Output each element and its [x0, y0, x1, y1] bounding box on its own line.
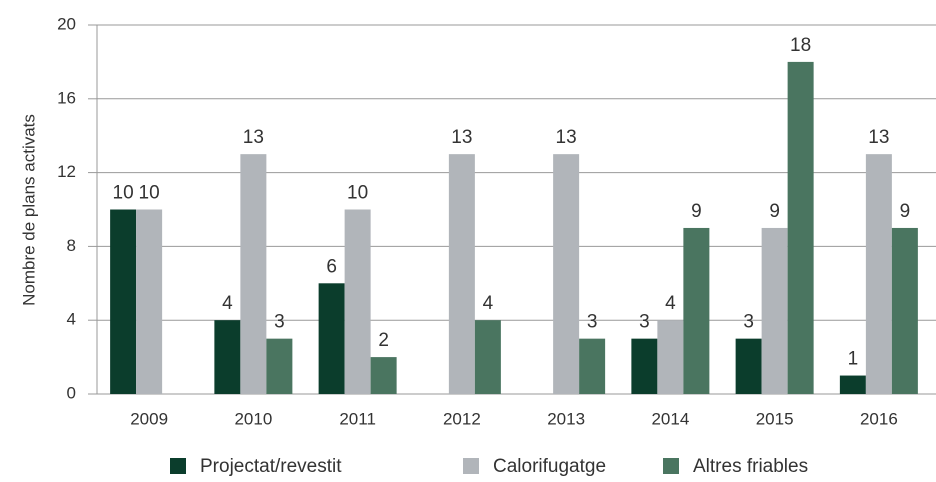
y-tick-label: 12 [57, 162, 76, 181]
legend-swatch [463, 458, 479, 474]
data-label: 3 [274, 312, 285, 333]
bar [761, 227, 788, 394]
data-label: 3 [743, 312, 754, 333]
legend-label: Calorifugatge [493, 456, 606, 477]
data-label: 13 [243, 127, 264, 148]
x-tick-label: 2011 [339, 409, 376, 428]
legend-swatch [663, 458, 679, 474]
data-label: 10 [113, 183, 134, 204]
x-tick-label: 2014 [651, 409, 689, 428]
data-label: 9 [769, 201, 780, 222]
x-tick-label: 2012 [443, 409, 481, 428]
legend-label: Altres friables [693, 456, 808, 477]
bar [344, 209, 371, 394]
legend-label: Projectat/revestit [200, 456, 342, 477]
x-tick-label: 2009 [130, 409, 168, 428]
bar [631, 338, 658, 394]
bar [136, 209, 163, 394]
data-label: 18 [790, 35, 811, 56]
y-axis-label: Nombre de plans activats [19, 114, 38, 306]
bar [318, 283, 345, 394]
data-label: 4 [483, 293, 494, 314]
x-tick-label: 2010 [234, 409, 272, 428]
bar [110, 209, 137, 394]
bar [448, 154, 475, 394]
data-label: 2 [378, 330, 389, 351]
bar [474, 320, 501, 394]
bar [240, 154, 267, 394]
y-tick-label: 4 [67, 310, 76, 329]
data-label: 4 [665, 293, 676, 314]
bar [370, 357, 397, 394]
y-tick-label: 8 [67, 236, 76, 255]
data-label: 13 [556, 127, 577, 148]
x-tick-label: 2015 [756, 409, 794, 428]
y-tick-label: 0 [67, 383, 76, 402]
bar [891, 227, 918, 394]
data-label: 13 [451, 127, 472, 148]
bar [735, 338, 762, 394]
bar [657, 320, 684, 394]
y-tick-label: 20 [57, 14, 76, 33]
x-tick-label: 2013 [547, 409, 585, 428]
bar [214, 320, 241, 394]
legend-swatch [170, 458, 186, 474]
x-tick-label: 2016 [860, 409, 898, 428]
bar [865, 154, 892, 394]
data-label: 10 [139, 183, 160, 204]
y-tick-label: 16 [57, 88, 76, 107]
bar [787, 61, 814, 395]
bar [579, 338, 606, 394]
data-label: 13 [868, 127, 889, 148]
bar [266, 338, 293, 394]
data-label: 10 [347, 183, 368, 204]
data-label: 6 [326, 256, 337, 277]
data-label: 9 [900, 201, 911, 222]
data-label: 1 [848, 349, 859, 370]
data-label: 9 [691, 201, 702, 222]
bar [839, 375, 866, 394]
data-label: 3 [639, 312, 650, 333]
bar [553, 154, 580, 394]
bar [683, 227, 710, 394]
data-label: 3 [587, 312, 598, 333]
data-label: 4 [222, 293, 233, 314]
